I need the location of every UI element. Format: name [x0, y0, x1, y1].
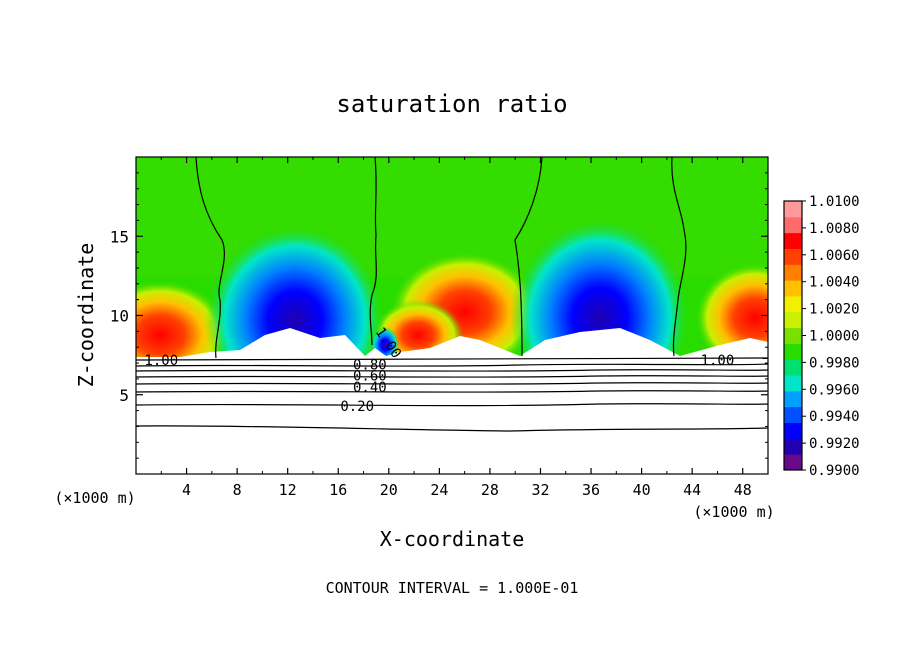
colorbar-swatch — [784, 438, 802, 455]
contour-interval-note: CONTOUR INTERVAL = 1.000E-01 — [326, 579, 579, 597]
y-axis-title: Z-coordinate — [74, 243, 98, 388]
y-axis: 5 10 15 — [110, 172, 768, 459]
colorbar-swatch — [784, 311, 802, 329]
x-unit-label: (×1000 m) — [54, 489, 135, 507]
colorbar-swatch — [784, 343, 802, 360]
x-tick-label: 24 — [430, 481, 448, 499]
contour-label: 1.00 — [701, 353, 735, 369]
colorbar-swatch — [784, 406, 802, 424]
colorbar-label: 1.0040 — [809, 275, 860, 291]
colorbar-swatch — [784, 248, 802, 265]
colorbar-label: 1.0060 — [809, 248, 860, 264]
contour-label: 0.40 — [353, 380, 387, 396]
x-unit-label-right: (×1000 m) — [693, 503, 774, 521]
colorbar-swatch — [784, 375, 802, 392]
colorbar-swatch — [784, 264, 802, 281]
colorbar-label: 0.9940 — [809, 409, 860, 425]
colorbar-swatch — [784, 295, 802, 313]
colorbar: 0.9900 0.9920 0.9940 0.9960 0.9980 1.0000 1.00… — [783, 194, 860, 479]
colorbar-swatch — [784, 201, 802, 218]
contour-label: 0.20 — [340, 399, 374, 415]
colorbar-label: 0.9960 — [809, 382, 860, 398]
colorbar-swatch — [784, 422, 802, 439]
x-axis-title: X-coordinate — [380, 527, 525, 551]
colorbar-swatch — [784, 327, 802, 344]
colorbar-swatch — [784, 232, 802, 249]
x-tick-label: 40 — [633, 481, 651, 499]
y-tick-label: 5 — [119, 386, 129, 405]
x-tick-label: 44 — [683, 481, 701, 499]
chart-title: saturation ratio — [336, 90, 567, 118]
colorbar-label: 1.0100 — [809, 194, 860, 210]
colorbar-swatch — [784, 359, 802, 376]
x-tick-label: 4 — [182, 481, 191, 499]
colorbar-label: 0.9980 — [809, 355, 860, 371]
contour-label: 0.80 — [353, 358, 387, 374]
colorbar-label: 1.0020 — [809, 302, 860, 318]
x-tick-label: 36 — [582, 481, 600, 499]
x-tick-label: 16 — [329, 481, 347, 499]
x-tick-label: 28 — [481, 481, 499, 499]
colorbar-label: 0.9920 — [809, 436, 860, 452]
x-tick-label: 32 — [531, 481, 549, 499]
colorbar-swatch — [784, 216, 802, 234]
contour-label: 0.60 — [353, 369, 387, 385]
x-tick-label: 8 — [233, 481, 242, 499]
colorbar-label: 1.0000 — [809, 329, 860, 345]
y-tick-label: 10 — [110, 307, 129, 326]
y-tick-label: 15 — [110, 227, 129, 246]
colorbar-label: 0.9900 — [809, 463, 860, 479]
x-tick-label: 48 — [734, 481, 752, 499]
colorbar-label: 1.0080 — [809, 221, 860, 237]
colorbar-swatch — [784, 390, 802, 408]
x-tick-label: 20 — [380, 481, 398, 499]
contour-lines — [136, 157, 768, 432]
colorbar-swatch — [784, 280, 802, 297]
colorbar-swatch — [784, 454, 802, 471]
x-tick-label: 12 — [279, 481, 297, 499]
contour-label: 1.00 — [144, 353, 178, 369]
x-axis: 4 8 12 16 20 24 28 32 36 40 44 48 — [160, 157, 752, 499]
saturation-field — [136, 157, 768, 474]
